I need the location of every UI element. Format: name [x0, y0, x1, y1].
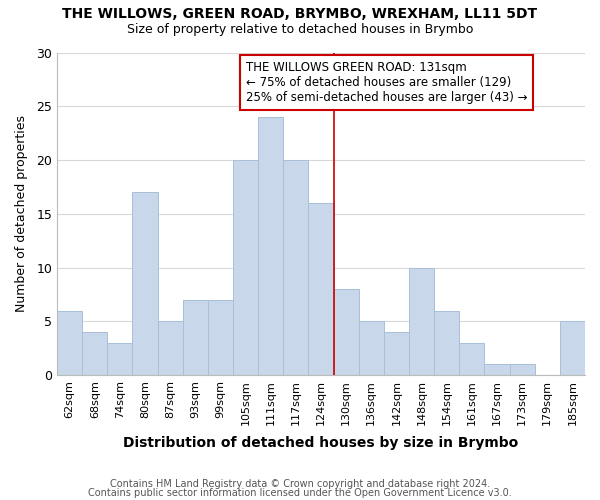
Bar [158, 322, 183, 375]
X-axis label: Distribution of detached houses by size in Brymbo: Distribution of detached houses by size … [124, 436, 518, 450]
Bar [258, 117, 283, 375]
Bar [560, 322, 585, 375]
Bar [283, 160, 308, 375]
Bar [434, 310, 460, 375]
Bar [484, 364, 509, 375]
Bar [208, 300, 233, 375]
Bar [183, 300, 208, 375]
Bar [409, 268, 434, 375]
Bar [359, 322, 384, 375]
Bar [460, 343, 484, 375]
Text: Contains HM Land Registry data © Crown copyright and database right 2024.: Contains HM Land Registry data © Crown c… [110, 479, 490, 489]
Bar [57, 310, 82, 375]
Bar [334, 289, 359, 375]
Bar [308, 203, 334, 375]
Bar [384, 332, 409, 375]
Bar [233, 160, 258, 375]
Text: Size of property relative to detached houses in Brymbo: Size of property relative to detached ho… [127, 22, 473, 36]
Bar [82, 332, 107, 375]
Y-axis label: Number of detached properties: Number of detached properties [15, 116, 28, 312]
Text: Contains public sector information licensed under the Open Government Licence v3: Contains public sector information licen… [88, 488, 512, 498]
Bar [509, 364, 535, 375]
Text: THE WILLOWS, GREEN ROAD, BRYMBO, WREXHAM, LL11 5DT: THE WILLOWS, GREEN ROAD, BRYMBO, WREXHAM… [62, 8, 538, 22]
Bar [133, 192, 158, 375]
Bar [107, 343, 133, 375]
Text: THE WILLOWS GREEN ROAD: 131sqm
← 75% of detached houses are smaller (129)
25% of: THE WILLOWS GREEN ROAD: 131sqm ← 75% of … [245, 61, 527, 104]
